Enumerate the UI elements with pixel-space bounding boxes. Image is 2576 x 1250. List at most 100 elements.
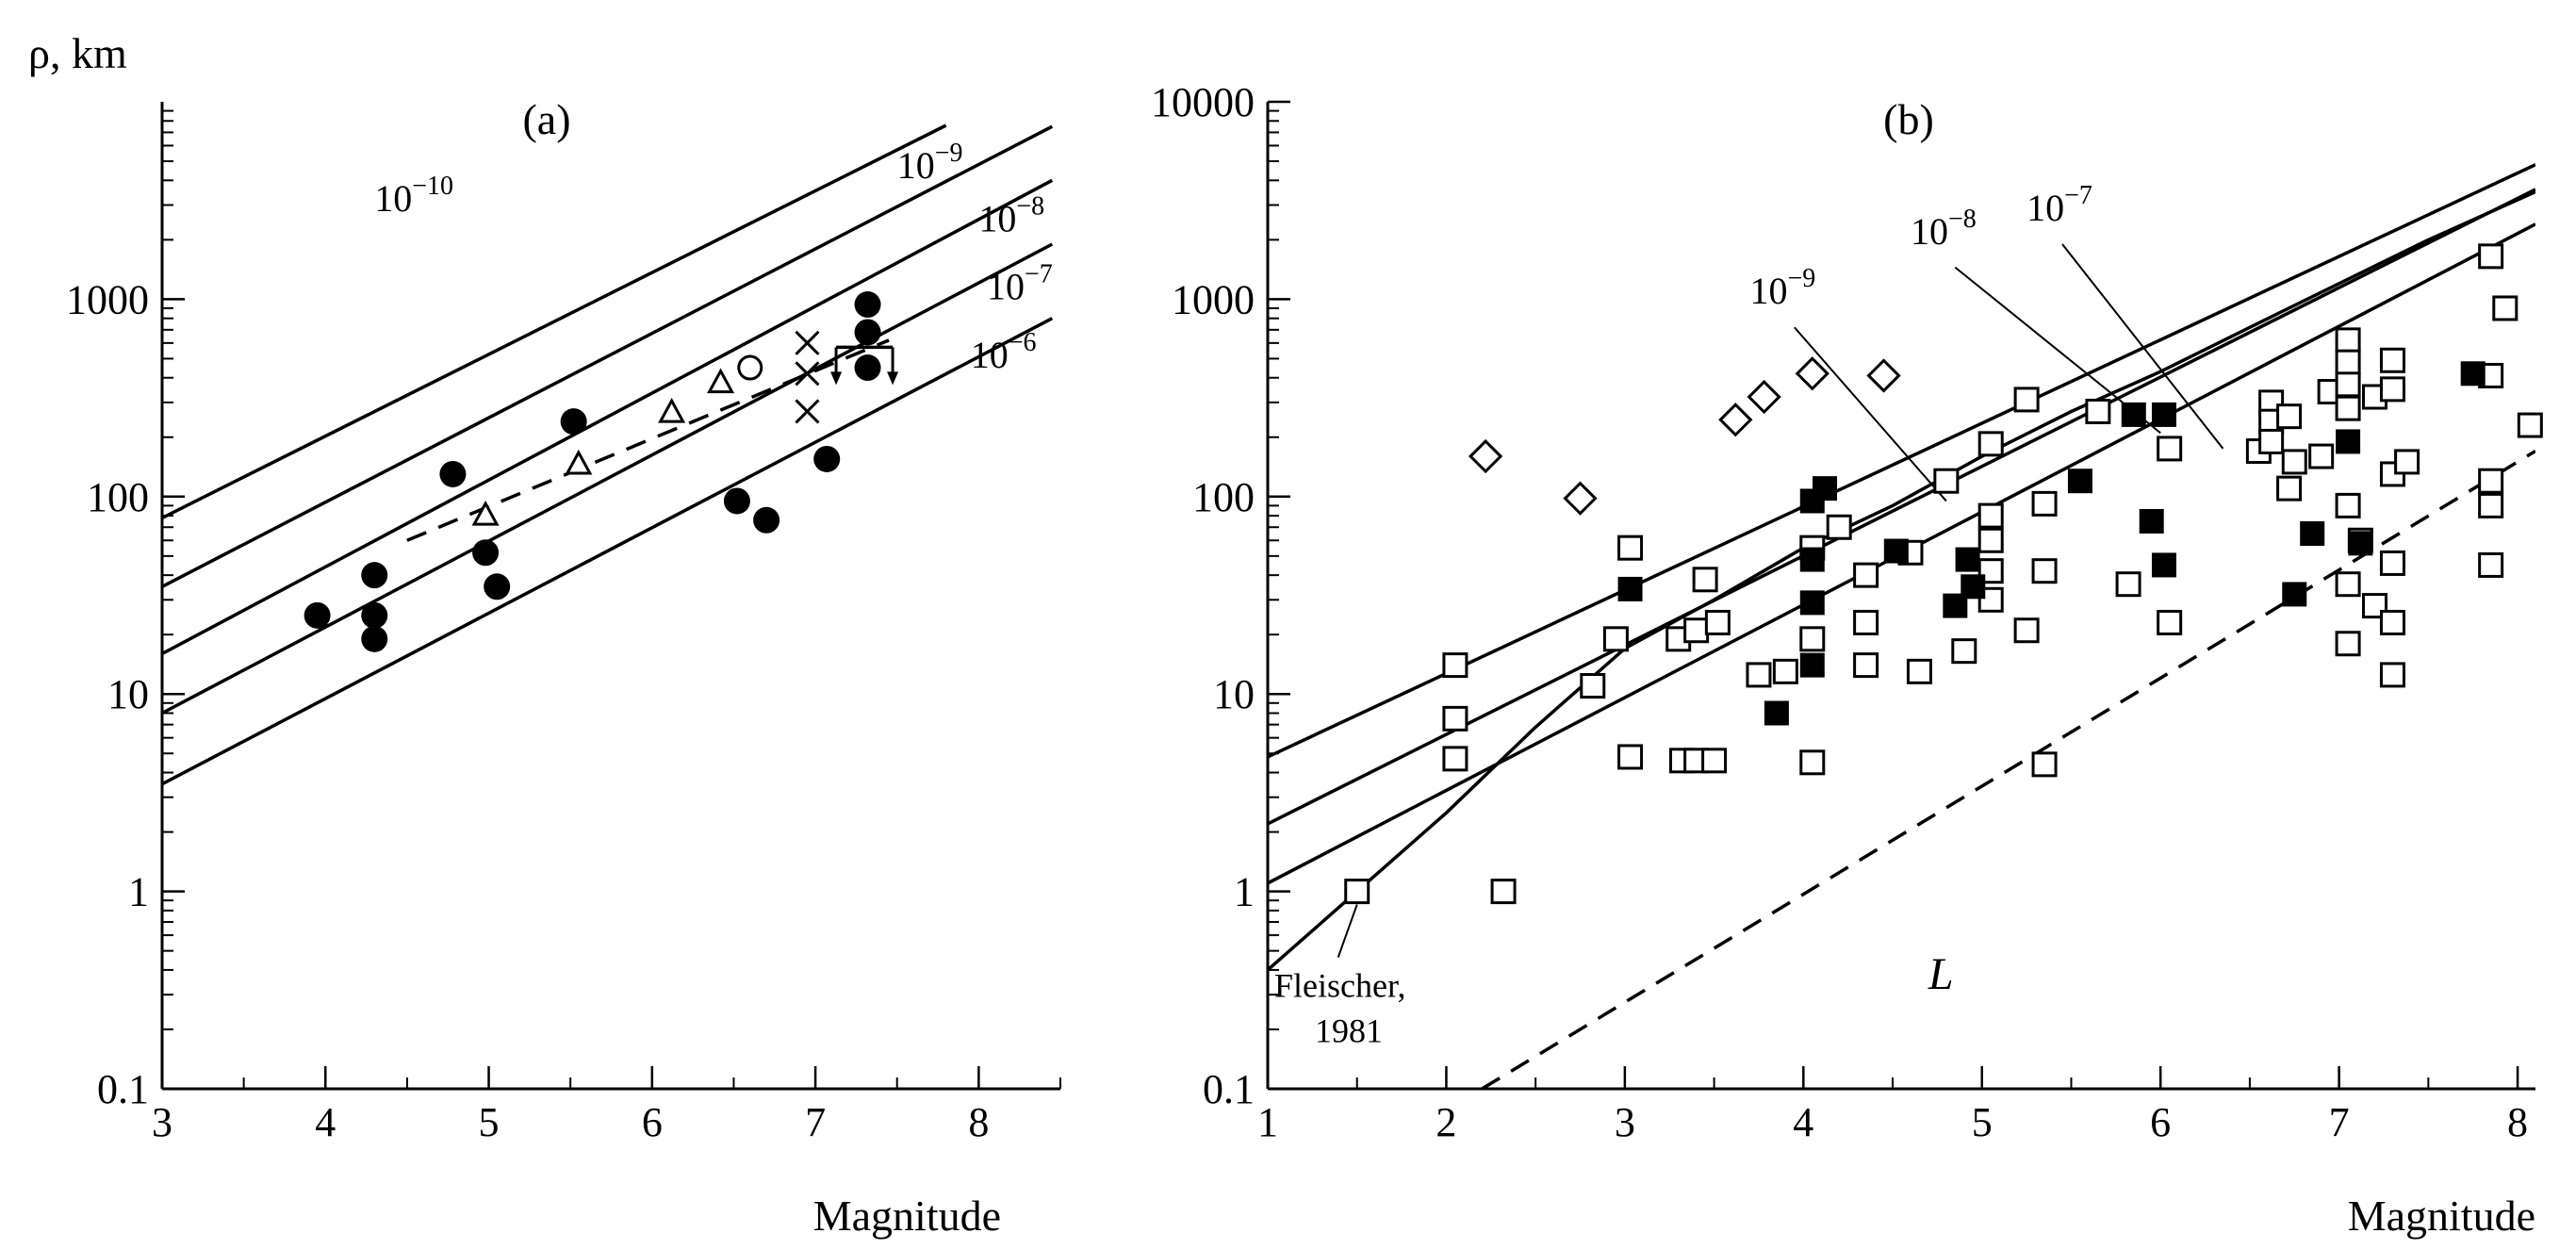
panel-a-line-label: 10−7 — [987, 259, 1053, 307]
panel-b-marker-filled-square — [1617, 576, 1643, 601]
panel-b-marker-open-square — [2281, 449, 2307, 475]
panel-b-line-label: L — [1928, 949, 1954, 999]
panel-b-marker-filled-square — [2282, 582, 2307, 607]
panel-a-line-10-8 — [162, 178, 1054, 656]
panel-a-marker-bracket — [830, 345, 899, 386]
panel-b-marker-filled-square — [2151, 552, 2176, 578]
panel-a-marker-filled-circle — [472, 539, 500, 567]
panel-b-marker-open-square — [1442, 705, 1468, 732]
panel-a-marker-filled-circle — [813, 445, 841, 472]
panel-b-marker-open-square — [1617, 744, 1644, 770]
panel-b-marker-open-diamond — [1563, 481, 1598, 516]
panel-b-marker-open-square — [1692, 567, 1718, 593]
panel-b-marker-filled-square — [1883, 538, 1909, 564]
panel-b-marker-open-square — [1977, 527, 2004, 553]
panel-b-x-tick-label: 3 — [1615, 1099, 1635, 1145]
panel-b-x-tick-label: 6 — [2150, 1099, 2171, 1145]
panel-b-y-tick-label: 1 — [1234, 869, 1255, 915]
panel-b-marker-open-square — [2115, 571, 2141, 598]
panel-a-marker-filled-circle — [304, 601, 331, 629]
panel-b-label-leader — [1794, 326, 1947, 502]
panel-a-marker-open-triangle — [658, 398, 686, 423]
panel-b-marker-filled-square — [1799, 590, 1825, 616]
panel-a-line-label: 10−10 — [374, 172, 453, 220]
panel-b-marker-open-square — [2276, 475, 2303, 502]
panel-b-marker-open-square — [2335, 349, 2361, 375]
panel-a-marker-filled-circle — [854, 291, 881, 319]
panel-b-marker-open-square — [2517, 412, 2543, 438]
panel-b-marker-open-square — [1853, 562, 1879, 588]
panel-b-y-tick-label: 10 — [1213, 671, 1255, 717]
panel-a-y-tick-label: 1000 — [66, 276, 149, 322]
panel-b-marker-open-square — [1977, 431, 2004, 457]
panel-b-marker-open-square — [2478, 243, 2504, 270]
panel-a-line-10-10 — [162, 123, 947, 519]
panel-b-y-tick-label: 10000 — [1151, 79, 1255, 125]
panel-a-marker-open-triangle — [707, 368, 735, 394]
panel-a-marker-cross — [795, 330, 820, 355]
panel-b-marker-open-square — [2379, 609, 2405, 635]
panel-b-marker-open-square — [1977, 502, 2004, 529]
panel-b-marker-open-diamond — [1795, 356, 1829, 391]
panel-b-marker-open-square — [2031, 490, 2058, 517]
panel-a-x-tick-label: 8 — [968, 1099, 989, 1145]
panel-b-marker-open-square — [2085, 398, 2111, 424]
panel-b-marker-open-square — [2335, 395, 2361, 421]
panel-b-marker-filled-square — [2139, 508, 2164, 534]
panel-b-marker-open-square — [2394, 449, 2420, 475]
panel-b-marker-open-square — [1853, 652, 1879, 679]
panel-a-marker-filled-circle — [439, 460, 467, 487]
panel-b-marker-open-square — [2276, 403, 2303, 430]
panel-b-marker-open-square — [2335, 631, 2361, 657]
panel-b-xlabel: Magnitude — [2348, 1192, 2535, 1240]
panel-b-marker-filled-square — [1813, 476, 1838, 502]
panel-b-marker-open-square — [2013, 387, 2040, 413]
panel-b-x-tick-label: 4 — [1793, 1099, 1813, 1145]
panel-a-x-tick-label: 6 — [642, 1099, 663, 1145]
panel-b-marker-filled-square — [2151, 402, 2176, 427]
panel-a-y-tick-label: 1 — [128, 869, 149, 915]
panel-b-line-label: 10−8 — [1911, 205, 1977, 253]
panel-a-marker-filled-circle — [753, 506, 780, 534]
panel-a-x-tick-label: 3 — [152, 1099, 172, 1145]
panel-b-fleischer-year: 1981 — [1315, 1012, 1383, 1050]
panel-b-marker-open-square — [1602, 626, 1629, 652]
panel-b-marker-filled-square — [1764, 700, 1789, 726]
panel-b-marker-open-square — [2379, 347, 2405, 373]
panel-b-marker-open-square — [1906, 658, 1932, 684]
panel-b-marker-open-diamond — [1718, 403, 1753, 437]
panel-b-marker-open-square — [1826, 514, 1852, 540]
panel-a-marker-open-circle — [737, 354, 763, 381]
panel-b-marker-filled-square — [2121, 402, 2146, 427]
panel-b-marker-filled-square — [2067, 469, 2092, 494]
panel-b-marker-open-square — [1442, 652, 1468, 679]
panel-b-marker-open-square — [1490, 879, 1517, 905]
panel-a-marker-open-triangle — [471, 500, 500, 526]
panel-b-line-l — [1481, 450, 2535, 1089]
panel-b-marker-open-square — [2031, 751, 2058, 778]
panel-b-marker-open-square — [1704, 609, 1731, 635]
panel-b-x-tick-label: 5 — [1972, 1099, 1993, 1145]
panel-b-marker-open-diamond — [1468, 438, 1503, 474]
panel-b-line-label: 10−7 — [2026, 181, 2092, 229]
panel-a-line-10-9 — [162, 124, 1054, 588]
panel-b-marker-open-diamond — [1866, 358, 1901, 393]
panel-a-line-label: 10−9 — [897, 139, 963, 187]
panel-b-x-tick-label: 2 — [1436, 1099, 1456, 1145]
panel-a-line-10-6 — [162, 317, 1054, 786]
panel-b-marker-filled-square — [2336, 429, 2361, 454]
panel-a-marker-filled-circle — [361, 562, 388, 589]
panel-b-marker-filled-square — [1799, 547, 1825, 572]
panel-b-marker-open-square — [2335, 571, 2361, 598]
panel-a-y-tick-label: 0.1 — [97, 1066, 149, 1112]
panel-b-marker-filled-square — [1955, 547, 1980, 572]
panel-b-y-tick-label: 1000 — [1172, 276, 1255, 322]
panel-b-marker-open-square — [1951, 638, 1977, 665]
panel-a-x-tick-label: 7 — [805, 1099, 826, 1145]
panel-b-marker-open-square — [1344, 879, 1370, 905]
panel-b-x-tick-label: 7 — [2329, 1099, 2350, 1145]
panel-a-y-tick-label: 100 — [87, 474, 149, 520]
panel-b-marker-open-square — [2379, 550, 2405, 576]
panel-a-marker-filled-circle — [854, 354, 881, 382]
